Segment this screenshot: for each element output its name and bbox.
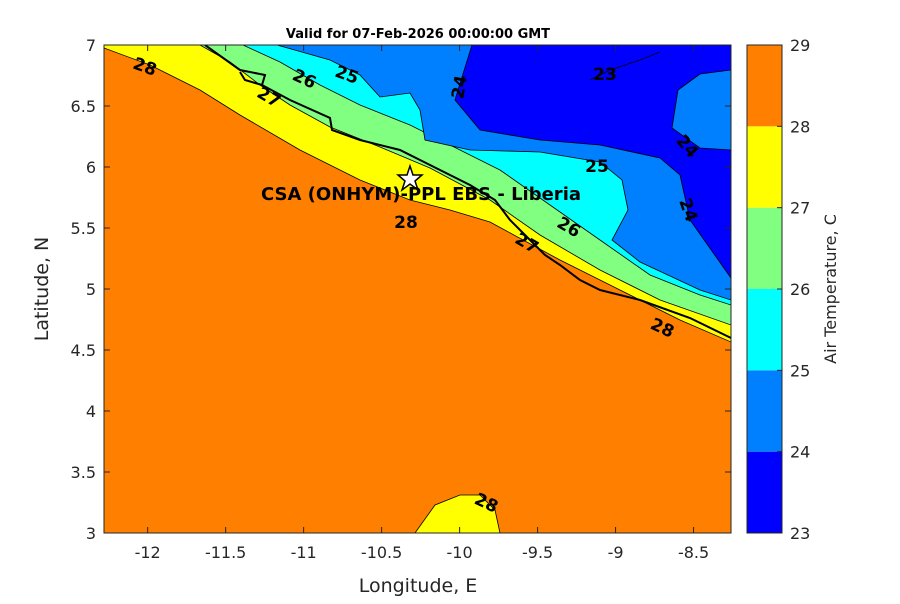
y-axis-label: Latitude, N	[31, 237, 53, 342]
contour-23	[589, 51, 661, 81]
y-tick-label: 3	[86, 524, 96, 543]
plot-area	[104, 45, 731, 533]
region-24-patch	[671, 69, 731, 151]
y-tick-label: 6	[86, 158, 96, 177]
x-tick-label: -12	[135, 543, 161, 562]
colorbar-tick-label: 23	[790, 524, 810, 543]
colorbar-band	[747, 207, 782, 289]
colorbar-tick-label: 28	[790, 117, 810, 136]
y-tick-label: 4.5	[71, 341, 96, 360]
y-tick-label: 3.5	[71, 463, 96, 482]
y-tick-label: 5.5	[71, 219, 96, 238]
contour-label: 28	[394, 213, 418, 233]
colorbar-band	[747, 451, 782, 533]
contour-label: 23	[593, 65, 617, 85]
colorbar-tick-label: 27	[790, 199, 810, 218]
colorbar-tick-label: 26	[790, 280, 810, 299]
y-axis: 3 3.5 4 4.5 5 5.5 6 6.5 7	[71, 36, 731, 543]
x-tick-label: -10.5	[361, 543, 402, 562]
colorbar: 23 24 25 26 27 28 29	[746, 36, 810, 543]
site-star-marker	[395, 163, 425, 193]
y-tick-label: 6.5	[71, 97, 96, 116]
x-tick-label: -10	[447, 543, 473, 562]
site-label: CSA (ONHYM)-PPL EBS - Liberia	[261, 184, 581, 205]
colorbar-band	[747, 370, 782, 452]
chart-title: Valid for 07-Feb-2026 00:00:00 GMT	[286, 27, 550, 42]
y-tick-label: 7	[86, 36, 96, 55]
coastline	[204, 45, 731, 339]
region-23	[454, 45, 731, 279]
colorbar-tick-label: 29	[790, 36, 810, 55]
colorbar-band	[747, 126, 782, 208]
colorbar-tick-label: 25	[790, 361, 810, 380]
colorbar-band	[747, 45, 782, 127]
y-tick-label: 4	[86, 402, 96, 421]
y-tick-label: 5	[86, 280, 96, 299]
contour-label: 25	[585, 157, 609, 177]
x-tick-label: -9.5	[522, 543, 553, 562]
colorbar-label: Air Temperature, C	[821, 214, 840, 364]
colorbar-tick-label: 24	[790, 443, 810, 462]
x-tick-label: -8.5	[678, 543, 709, 562]
colorbar-band	[747, 289, 782, 371]
contour-label: 24	[448, 74, 472, 101]
x-axis-label: Longitude, E	[359, 575, 478, 597]
region-27-south	[414, 494, 501, 533]
x-tick-label: -11	[291, 543, 317, 562]
x-tick-label: -9	[608, 543, 624, 562]
x-axis: -12 -11.5 -11 -10.5 -10 -9.5 -9 -8.5	[135, 45, 709, 562]
x-tick-label: -11.5	[205, 543, 246, 562]
